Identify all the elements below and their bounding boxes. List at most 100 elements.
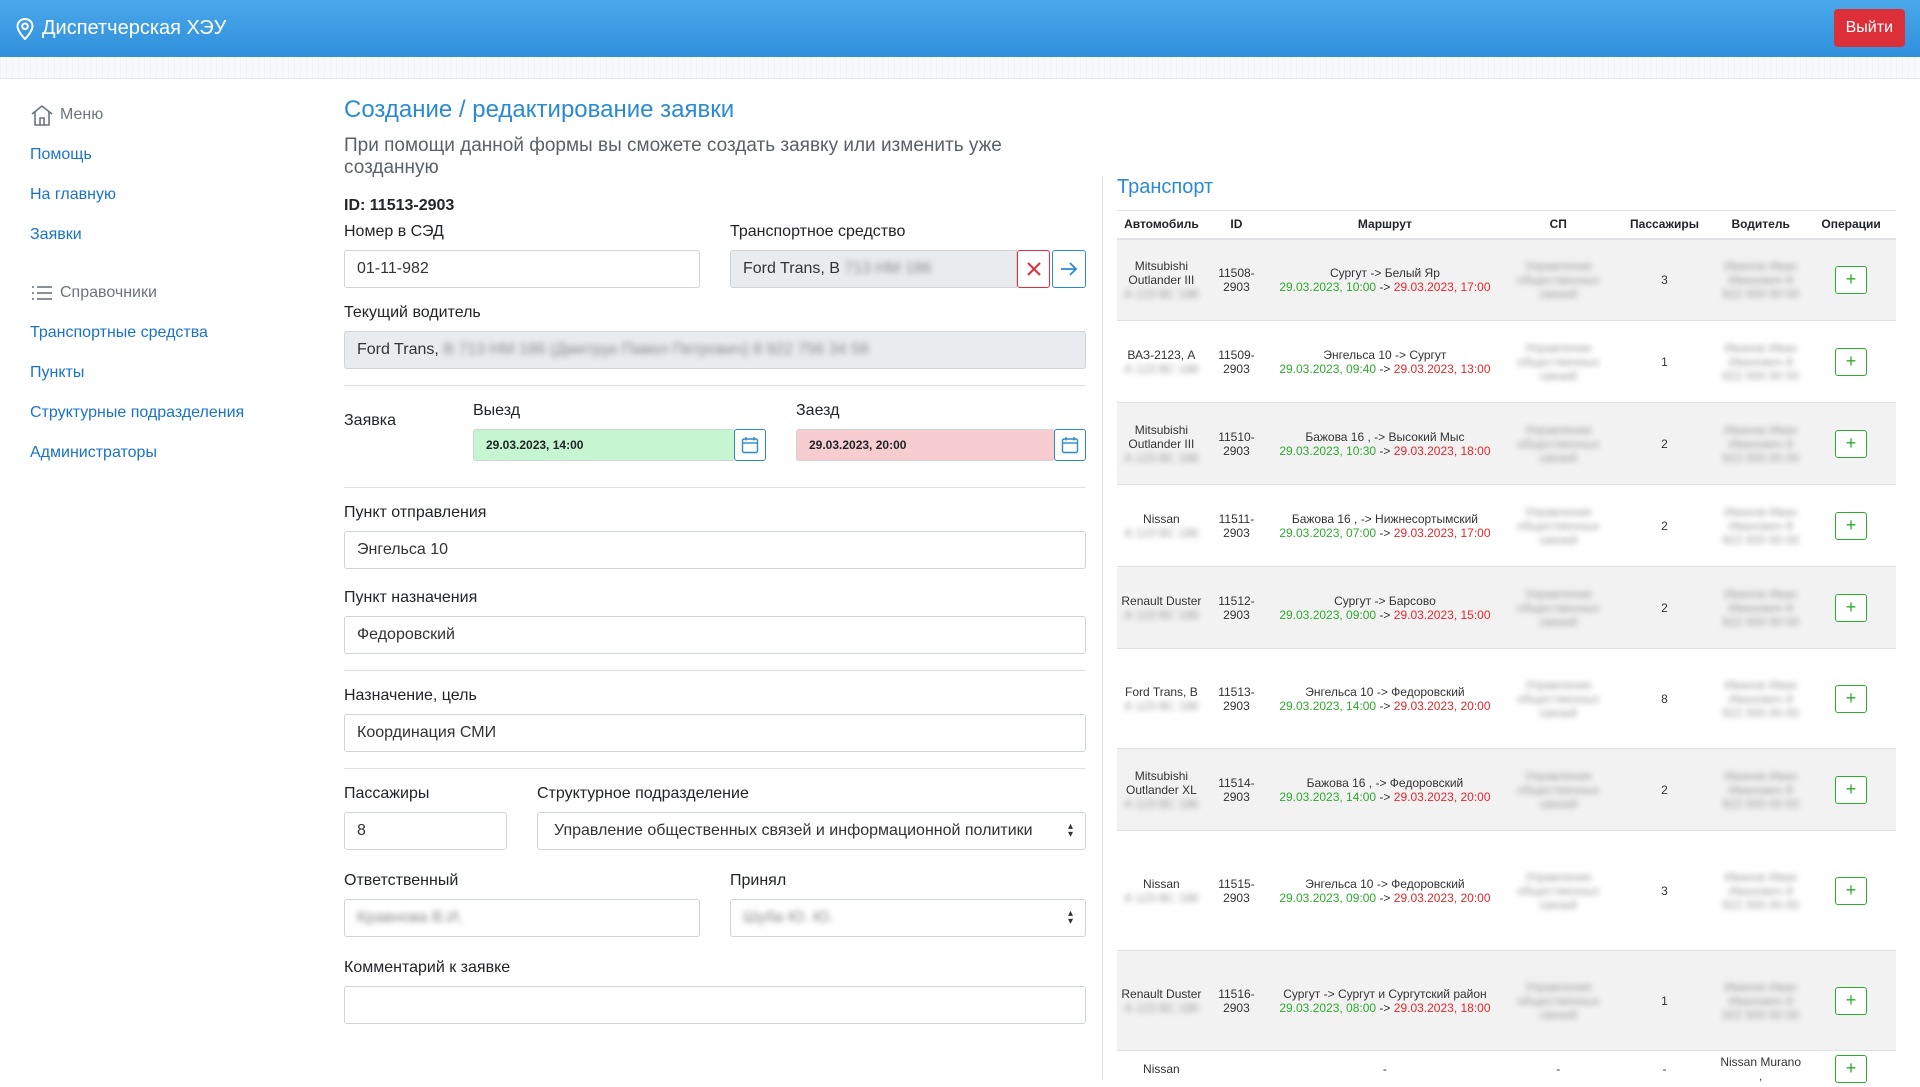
cell-driver: Nissan Murano , — [1715, 1051, 1806, 1087]
add-button[interactable]: + — [1835, 877, 1867, 905]
route-text: Бажова 16 , -> Нижнесортымский — [1269, 512, 1501, 526]
cell-passengers: 8 — [1614, 649, 1715, 749]
sed-number-input[interactable]: 01-11-982 — [344, 250, 700, 288]
driver-label: Текущий водитель — [344, 304, 1086, 322]
cell-id: 11514-2903 — [1206, 749, 1267, 831]
select-vehicle-button[interactable] — [1052, 250, 1086, 288]
add-button[interactable]: + — [1835, 1055, 1867, 1083]
add-button[interactable]: + — [1835, 594, 1867, 622]
sidebar-item-requests[interactable]: Заявки — [30, 220, 290, 250]
end-time: 29.03.2023, 18:00 — [1394, 1001, 1491, 1015]
sp-hidden: Управление общественных связей — [1505, 587, 1612, 629]
calendar-icon — [741, 436, 759, 454]
add-button[interactable]: + — [1835, 430, 1867, 458]
clear-vehicle-button[interactable] — [1017, 250, 1051, 288]
depart-label: Выезд — [473, 402, 766, 420]
comment-input[interactable] — [344, 986, 1086, 1024]
start-time: 29.03.2023, 10:00 — [1279, 280, 1376, 294]
sp-hidden: Управление общественных связей — [1505, 423, 1612, 465]
col-passengers: Пассажиры — [1614, 211, 1715, 239]
cell-driver: Иванов Иван Иванович 8 922 000 00 00 — [1715, 749, 1806, 831]
sidebar-item-help[interactable]: Помощь — [30, 140, 290, 170]
decorative-strip — [0, 57, 1920, 79]
department-label: Структурное подразделение — [537, 785, 1086, 803]
car-name: Nissan — [1143, 877, 1180, 891]
sidebar-item-vehicles[interactable]: Транспортные средства — [30, 318, 290, 348]
car-plate: А 123 ВС 186 — [1119, 362, 1204, 376]
car-plate: А 123 ВС 186 — [1119, 451, 1204, 465]
add-button[interactable]: + — [1835, 776, 1867, 804]
app-title: Диспетчерская ХЭУ — [42, 17, 226, 40]
sidebar-item-points[interactable]: Пункты — [30, 358, 290, 388]
end-time: 29.03.2023, 15:00 — [1394, 608, 1491, 622]
car-name: Ford Trans, В — [1125, 685, 1198, 699]
route-text: Бажова 16 , -> Федоровский — [1269, 776, 1501, 790]
close-icon — [1026, 261, 1042, 277]
responsible-input[interactable]: Кравнова В.И. — [344, 899, 700, 937]
cell-driver: Иванов Иван Иванович 8 922 000 00 00 — [1715, 951, 1806, 1051]
cell-sp: Управление общественных связей — [1503, 239, 1614, 321]
start-time: 29.03.2023, 07:00 — [1279, 526, 1376, 540]
add-button[interactable]: + — [1835, 987, 1867, 1015]
arrow-sep: -> — [1376, 1001, 1394, 1015]
add-button[interactable]: + — [1835, 685, 1867, 713]
cell-driver: Иванов Иван Иванович 8 922 000 00 00 — [1715, 403, 1806, 485]
list-icon — [30, 283, 54, 303]
car-plate: А 123 ВС 186 — [1119, 1001, 1204, 1015]
purpose-input[interactable]: Координация СМИ — [344, 714, 1086, 752]
add-button[interactable]: + — [1835, 348, 1867, 376]
cell-operations: + — [1806, 321, 1896, 403]
add-button[interactable]: + — [1835, 266, 1867, 294]
page-title: Создание / редактирование заявки — [344, 96, 1086, 128]
arrow-sep: -> — [1376, 526, 1394, 540]
select-arrows-icon: ▴▾ — [1068, 910, 1073, 926]
end-time: 29.03.2023, 17:00 — [1394, 280, 1491, 294]
end-time: 29.03.2023, 20:00 — [1394, 891, 1491, 905]
cell-operations: + — [1806, 749, 1896, 831]
sidebar-item-admins[interactable]: Администраторы — [30, 438, 290, 468]
depart-calendar-button[interactable] — [734, 429, 766, 461]
driver-hidden: Иванов Иван Иванович 8 922 000 00 00 — [1717, 769, 1804, 811]
add-button[interactable]: + — [1835, 512, 1867, 540]
cell-sp: Управление общественных связей — [1503, 485, 1614, 567]
route-text: Сургут -> Белый Яр — [1269, 266, 1501, 280]
return-calendar-button[interactable] — [1054, 429, 1086, 461]
cell-operations: + — [1806, 567, 1896, 649]
col-driver: Водитель — [1715, 211, 1806, 239]
accepted-select[interactable]: Шуба Ю. Ю. ▴▾ — [730, 899, 1086, 937]
driver-hidden: Иванов Иван Иванович 8 922 000 00 00 — [1717, 587, 1804, 629]
depart-date-input[interactable]: 29.03.2023, 14:00 — [473, 429, 735, 461]
app-brand[interactable]: Диспетчерская ХЭУ — [16, 17, 226, 40]
page-subtitle: При помощи данной формы вы сможете созда… — [344, 135, 1086, 179]
location-pin-icon — [16, 18, 34, 40]
destination-input[interactable]: Федоровский — [344, 616, 1086, 654]
cell-passengers: 2 — [1614, 403, 1715, 485]
cell-id: 11515-2903 — [1206, 831, 1267, 951]
end-time: 29.03.2023, 18:00 — [1394, 444, 1491, 458]
origin-input[interactable]: Энгельса 10 — [344, 531, 1086, 569]
arrow-sep: -> — [1376, 362, 1394, 376]
driver-hidden: Иванов Иван Иванович 8 922 000 00 00 — [1717, 980, 1804, 1022]
sidebar-item-departments[interactable]: Структурные подразделения — [30, 398, 290, 428]
sidebar-item-home[interactable]: На главную — [30, 180, 290, 210]
cell-driver: Иванов Иван Иванович 8 922 000 00 00 — [1715, 567, 1806, 649]
passengers-input[interactable]: 8 — [344, 812, 507, 850]
start-time: 29.03.2023, 14:00 — [1279, 790, 1376, 804]
car-plate: А 123 ВС 186 — [1119, 608, 1204, 622]
car-name: Nissan — [1143, 512, 1180, 526]
department-select[interactable]: Управление общественных связей и информа… — [537, 812, 1086, 850]
return-date-input[interactable]: 29.03.2023, 20:00 — [796, 429, 1055, 461]
logout-button[interactable]: Выйти — [1834, 9, 1905, 47]
cell-operations: + — [1806, 831, 1896, 951]
cell-sp: Управление общественных связей — [1503, 403, 1614, 485]
driver-hidden: Иванов Иван Иванович 8 922 000 00 00 — [1717, 678, 1804, 720]
driver-input: Ford Trans, В 713 НМ 186 (Дмитрук Павел … — [344, 331, 1086, 369]
vehicle-input[interactable]: Ford Trans, В 713 НМ 186 — [730, 250, 1017, 288]
